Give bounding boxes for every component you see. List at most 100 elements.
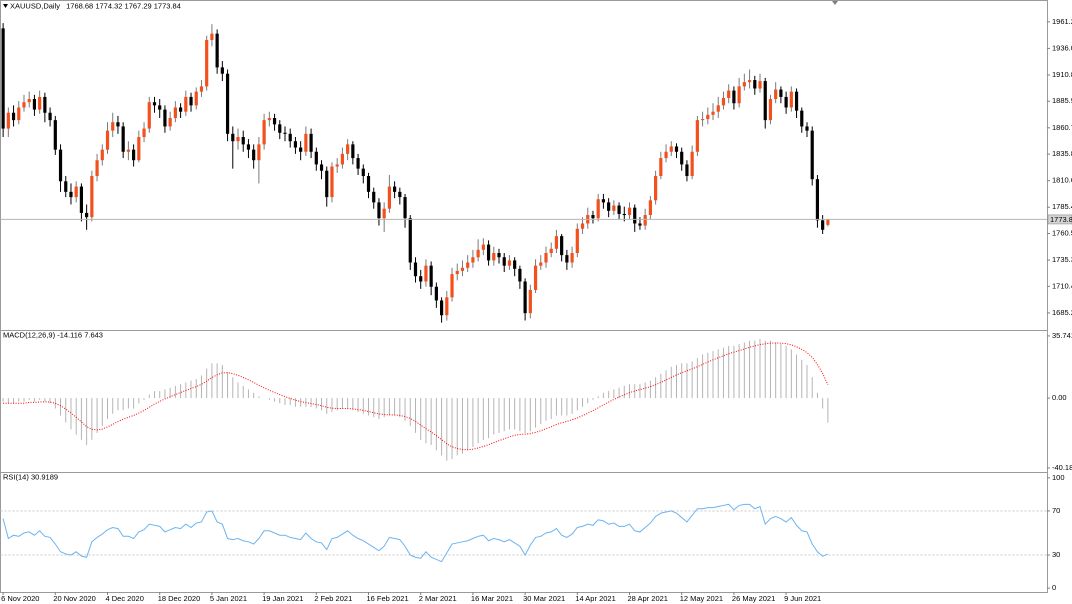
candle-body xyxy=(85,212,89,218)
candle-body xyxy=(434,286,438,301)
x-tick-label: 9 Jun 2021 xyxy=(784,594,821,603)
candle-body xyxy=(178,107,183,112)
candle-body xyxy=(450,274,454,298)
candle-body xyxy=(424,265,428,282)
candle-body xyxy=(356,158,360,169)
candle-body xyxy=(492,253,496,261)
candle-body xyxy=(398,191,402,198)
candle-body xyxy=(669,146,673,152)
candle-body xyxy=(184,96,188,112)
candle-body xyxy=(403,197,407,219)
last-close: 1773.84 xyxy=(154,1,181,10)
candle-body xyxy=(664,151,668,159)
candle-body xyxy=(111,122,115,131)
last-high: 1774.32 xyxy=(95,1,122,10)
candle-body xyxy=(43,96,47,113)
x-tick-label: 2 Mar 2021 xyxy=(419,594,457,603)
x-tick-label: 6 Nov 2020 xyxy=(1,594,39,603)
rsi-header: RSI(14) 30.9189 xyxy=(3,472,58,481)
candle-body xyxy=(455,270,459,275)
candle-body xyxy=(105,130,110,150)
candle-body xyxy=(48,112,52,121)
candle-body xyxy=(513,260,517,269)
candle-body xyxy=(695,120,699,152)
candle-body xyxy=(607,202,611,211)
candle-body xyxy=(194,91,198,106)
candle-body xyxy=(408,218,412,263)
candle-body xyxy=(784,96,788,108)
candle-body xyxy=(319,164,324,171)
y-tick-label: 1936.00 xyxy=(1052,43,1072,52)
candle-body xyxy=(716,105,720,112)
candle-body xyxy=(6,112,10,129)
candle-body xyxy=(805,126,809,131)
candle-body xyxy=(335,164,339,167)
candle-body xyxy=(1,28,5,129)
x-tick-label: 16 Mar 2021 xyxy=(471,594,513,603)
rsi-last: 30.9189 xyxy=(31,472,58,481)
candle-body xyxy=(596,199,600,219)
macd-title: MACD(12,26,9) xyxy=(3,330,56,339)
candle-body xyxy=(789,91,793,108)
current-price-box xyxy=(1047,214,1072,225)
candle-body xyxy=(58,149,63,182)
candle-body xyxy=(132,149,136,161)
candle-body xyxy=(199,86,204,92)
x-tick-label: 12 May 2021 xyxy=(680,594,723,603)
candle-body xyxy=(429,265,433,287)
y-tick-label: 0.00 xyxy=(1052,393,1067,402)
candle-body xyxy=(617,205,621,214)
candle-body xyxy=(393,186,397,192)
candle-body xyxy=(351,144,355,159)
candle-body xyxy=(158,105,162,110)
candle-body xyxy=(680,151,684,165)
symbol-menu-icon xyxy=(3,4,8,8)
plot-frame xyxy=(0,0,1048,593)
candle-body xyxy=(252,149,256,161)
macd-last: -14.116 xyxy=(57,330,82,339)
candle-body xyxy=(533,265,538,290)
candle-body xyxy=(95,160,99,177)
candle-body xyxy=(758,81,762,89)
signal-line xyxy=(3,342,829,451)
candle-body xyxy=(309,133,313,152)
x-tick-label: 2 Feb 2021 xyxy=(314,594,352,603)
candle-body xyxy=(330,166,334,198)
candle-body xyxy=(528,289,532,314)
candle-body xyxy=(288,133,292,142)
candle-body xyxy=(460,267,465,271)
x-tick-label: 14 Apr 2021 xyxy=(575,594,615,603)
candle-body xyxy=(727,90,731,98)
y-tick-label: 1961.20 xyxy=(1052,17,1072,26)
candle-body xyxy=(64,181,68,192)
candle-body xyxy=(638,223,642,226)
candle-body xyxy=(768,99,773,121)
candle-body xyxy=(810,130,814,180)
candle-body xyxy=(387,186,391,209)
candle-body xyxy=(225,73,230,134)
rsi-title: RSI(14) xyxy=(3,472,29,481)
candle-body xyxy=(205,39,209,87)
candle-body xyxy=(507,260,512,266)
candle-body xyxy=(601,199,606,203)
y-tick-label: 1710.40 xyxy=(1052,281,1072,290)
y-tick-label: 35.741 xyxy=(1052,331,1072,340)
symbol-title: XAUUSD,Daily xyxy=(10,1,60,10)
y-tick-label: 0 xyxy=(1052,583,1056,592)
candle-body xyxy=(476,249,480,258)
candle-body xyxy=(90,176,94,218)
current-price-label: 1773.84 xyxy=(1050,215,1072,224)
candle-body xyxy=(690,151,694,177)
candle-body xyxy=(612,205,616,211)
y-tick-label: 1860.70 xyxy=(1052,123,1072,132)
candle-body xyxy=(779,89,783,97)
candle-body xyxy=(742,82,746,87)
candle-body xyxy=(826,219,830,225)
candle-body xyxy=(471,257,475,263)
candle-body xyxy=(53,120,57,150)
candle-body xyxy=(481,244,485,250)
candle-body xyxy=(654,176,658,201)
y-tick-label: 1885.90 xyxy=(1052,96,1072,105)
candle-body xyxy=(800,110,804,127)
